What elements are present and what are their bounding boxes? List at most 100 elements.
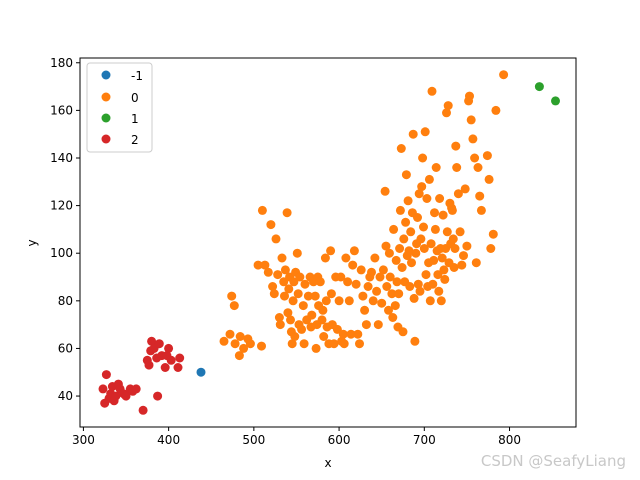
data-point-cluster-0: [439, 265, 449, 275]
data-point-cluster-0: [319, 332, 329, 341]
data-point-cluster-0: [361, 320, 371, 330]
data-point-cluster-2: [166, 355, 176, 365]
data-point-cluster-0: [219, 336, 229, 346]
data-point-cluster-0: [447, 205, 457, 215]
y-axis-ticks: 40 60 80 100 120 140 160 180: [50, 56, 80, 403]
data-point-cluster-0: [416, 234, 426, 244]
data-point-cluster-0: [452, 163, 462, 172]
data-point-cluster-0: [430, 224, 440, 234]
axes-frame: [79, 57, 577, 428]
data-point-cluster-0: [455, 227, 465, 237]
data-point-cluster-2: [101, 370, 111, 380]
data-point-cluster-0: [225, 329, 235, 339]
data-point-cluster-0: [297, 324, 307, 334]
data-point-cluster-0: [239, 343, 249, 353]
data-point-cluster-2: [175, 353, 185, 363]
data-point-cluster-neg1: [196, 367, 206, 377]
legend-box: [86, 62, 153, 153]
data-point-cluster-0: [404, 246, 414, 256]
data-point-cluster-0: [388, 313, 398, 322]
data-point-cluster-0: [283, 308, 293, 318]
data-point-cluster-0: [326, 246, 336, 256]
data-point-cluster-0: [311, 343, 321, 353]
data-point-cluster-0: [408, 129, 418, 139]
data-point-cluster-0: [399, 234, 409, 244]
data-point-cluster-0: [390, 301, 400, 311]
data-point-cluster-0: [457, 260, 467, 270]
data-point-cluster-0: [290, 332, 300, 341]
data-point-cluster-0: [435, 194, 445, 203]
data-point-cluster-0: [280, 265, 290, 275]
data-point-cluster-0: [287, 339, 297, 349]
data-point-cluster-0: [396, 144, 406, 153]
data-point-cluster-0: [488, 229, 498, 239]
data-point-cluster-0: [419, 244, 429, 253]
data-point-cluster-0: [395, 205, 405, 215]
data-point-cluster-0: [353, 329, 363, 339]
data-point-cluster-0: [425, 296, 435, 306]
data-point-cluster-0: [268, 282, 278, 291]
data-point-cluster-0: [289, 277, 299, 287]
data-point-cluster-0: [273, 270, 283, 280]
data-point-cluster-0: [310, 291, 320, 301]
data-point-cluster-0: [451, 141, 461, 151]
data-point-cluster-0: [230, 339, 240, 349]
data-point-cluster-0: [449, 263, 459, 272]
data-point-cluster-0: [336, 272, 346, 282]
legend-label-1: 1: [131, 112, 139, 126]
data-point-cluster-0: [443, 101, 453, 111]
data-point-cluster-0: [434, 286, 444, 296]
data-point-cluster-0: [321, 296, 331, 306]
data-point-cluster-0: [389, 224, 399, 234]
data-point-cluster-2: [131, 384, 141, 394]
data-point-cluster-0: [307, 310, 317, 320]
data-point-cluster-0: [292, 248, 302, 258]
data-point-cluster-0: [341, 253, 351, 263]
data-point-cluster-0: [282, 208, 292, 218]
data-point-cluster-0: [367, 267, 376, 277]
data-point-cluster-0: [398, 327, 408, 337]
data-point-cluster-0: [405, 282, 415, 291]
data-point-cluster-0: [428, 279, 438, 289]
data-point-cluster-0: [277, 253, 287, 263]
data-point-cluster-0: [486, 244, 496, 253]
data-point-cluster-0: [397, 263, 407, 272]
y-tick-label: 100: [50, 246, 73, 260]
data-point-cluster-0: [360, 305, 370, 315]
data-point-cluster-0: [385, 272, 395, 282]
data-point-cluster-0: [499, 70, 509, 80]
data-point-cluster-2: [111, 391, 121, 401]
data-point-cluster-0: [266, 220, 276, 230]
data-point-cluster-0: [384, 305, 393, 315]
data-point-cluster-0: [303, 291, 313, 301]
data-point-cluster-2: [153, 391, 163, 401]
data-point-cluster-0: [417, 182, 427, 192]
legend-marker-2: [101, 134, 111, 144]
data-point-cluster-0: [394, 289, 404, 299]
data-point-cluster-0: [491, 105, 501, 115]
data-point-cluster-0: [334, 296, 344, 306]
data-point-cluster-0: [288, 296, 298, 306]
data-point-cluster-0: [468, 134, 478, 144]
data-point-cluster-0: [349, 246, 359, 256]
y-tick-label: 160: [50, 103, 73, 117]
data-point-cluster-0: [339, 339, 349, 349]
data-point-cluster-2: [144, 360, 154, 370]
data-point-cluster-0: [424, 174, 434, 184]
data-point-cluster-0: [414, 189, 424, 199]
data-point-cluster-0: [462, 241, 472, 251]
legend-marker-neg1: [101, 70, 111, 80]
y-tick-label: 180: [50, 56, 73, 70]
data-point-cluster-0: [450, 244, 460, 253]
data-point-cluster-0: [355, 339, 364, 349]
data-point-cluster-0: [381, 241, 391, 251]
data-point-cluster-0: [410, 336, 420, 346]
data-point-cluster-0: [419, 222, 428, 232]
x-axis-ticks: 300 400 500 600 700 800: [72, 427, 521, 447]
watermark: CSDN @SeafyLiang: [480, 452, 626, 470]
data-point-cluster-0: [234, 351, 244, 361]
data-point-cluster-0: [315, 277, 325, 287]
data-point-cluster-0: [407, 258, 416, 268]
data-point-cluster-0: [380, 186, 390, 196]
